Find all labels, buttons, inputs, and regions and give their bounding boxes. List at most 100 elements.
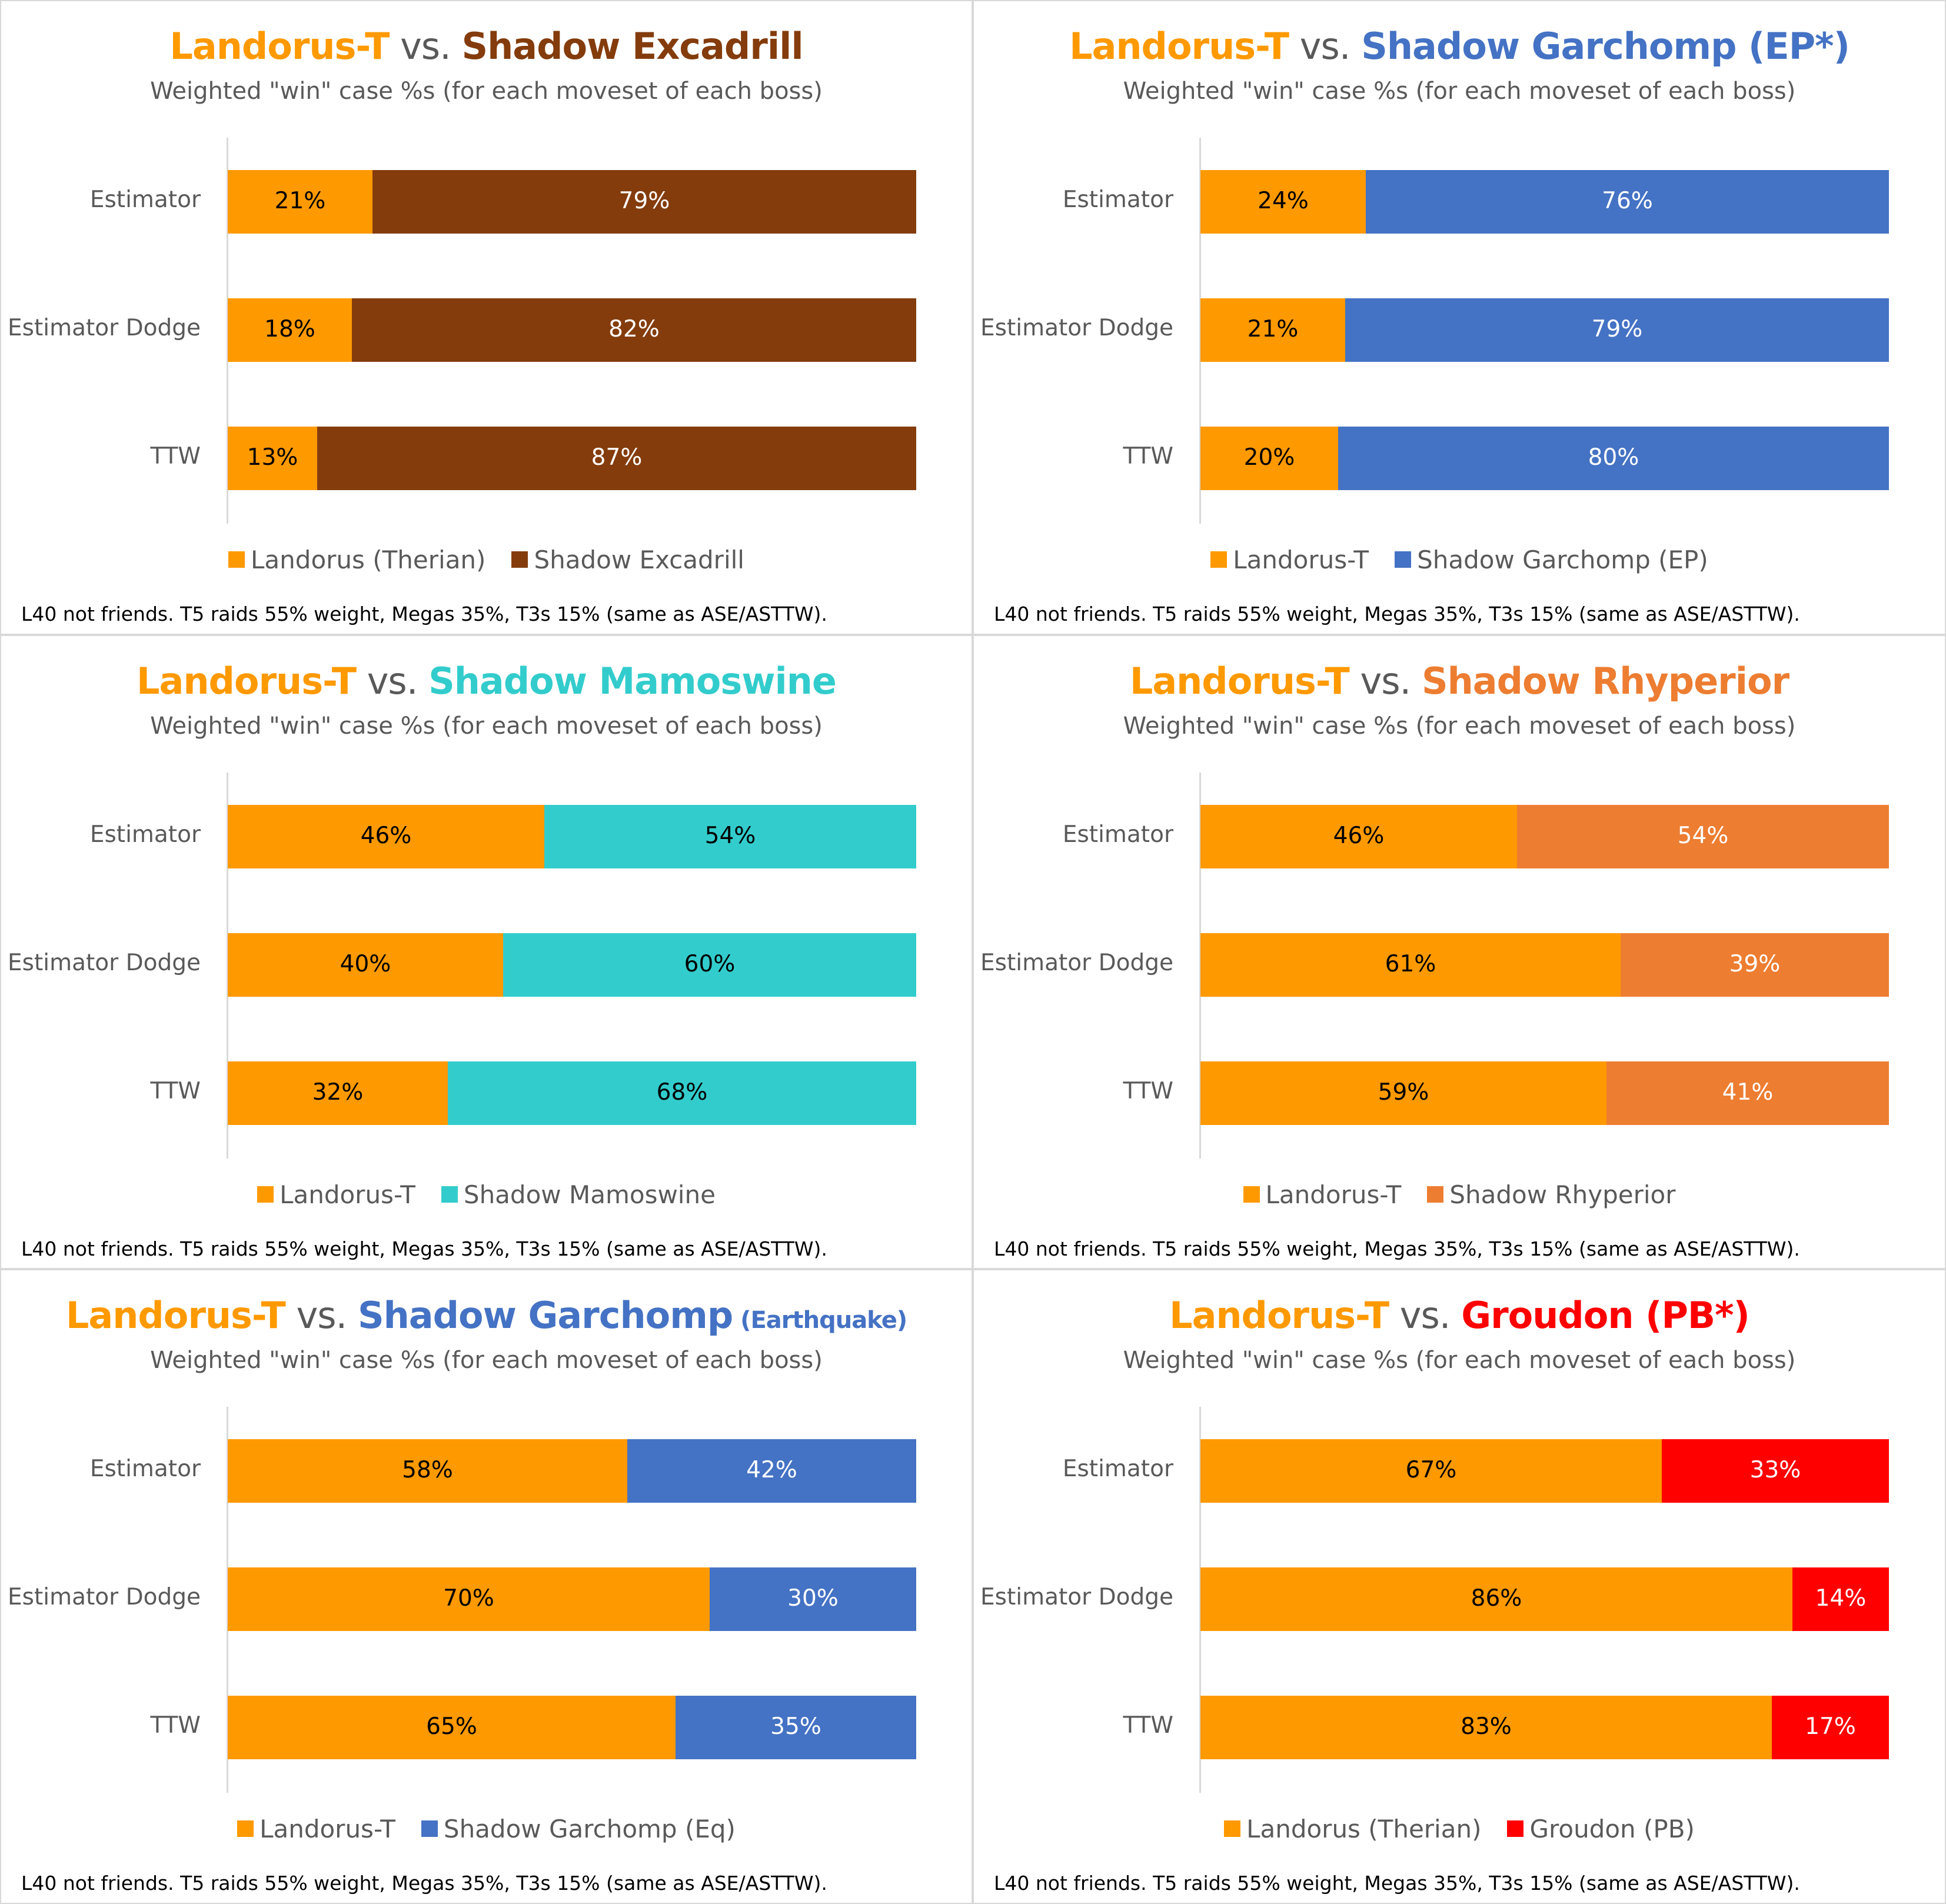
bar-segment: [1200, 1061, 1606, 1125]
title-right: Shadow Garchomp: [357, 1294, 733, 1337]
legend-swatch: [1507, 1820, 1524, 1837]
data-label: 54%: [704, 823, 756, 849]
data-label: 39%: [1729, 951, 1781, 977]
data-label: 86%: [1471, 1585, 1522, 1612]
bar-segment: [1606, 1061, 1889, 1125]
y-axis-line: [1199, 773, 1201, 1159]
legend-label: Landorus-T: [1265, 1180, 1402, 1209]
chart-title: Landorus-T vs. Groudon (PB*): [974, 1294, 1945, 1337]
data-label: 20%: [1243, 444, 1295, 471]
chart-legend: Landorus-T Shadow Mamoswine: [1, 1180, 972, 1209]
title-left: Landorus-T: [137, 660, 357, 703]
category-label: Estimator: [1062, 187, 1173, 213]
legend-swatch: [1210, 551, 1228, 568]
title-vs: vs.: [356, 660, 429, 703]
chart-subtitle: Weighted "win" case %s (for each moveset…: [1123, 713, 1796, 740]
chart-title: Landorus-T vs. Shadow Garchomp (EP*): [974, 25, 1945, 68]
chart-footnote: L40 not friends. T5 raids 55% weight, Me…: [994, 1237, 1800, 1260]
data-label: 70%: [443, 1585, 494, 1612]
legend-label: Landorus (Therian): [1246, 1815, 1482, 1843]
bar-segment: [676, 1696, 916, 1759]
chart-subtitle: Weighted "win" case %s (for each moveset…: [150, 78, 823, 105]
legend-item: Shadow Garchomp (Eq): [421, 1815, 736, 1843]
chart-panel: Landorus-T vs. Shadow Excadrill Weighted …: [0, 0, 973, 635]
bar-segment: [228, 170, 372, 234]
legend-swatch: [511, 551, 528, 568]
title-vs: vs.: [1389, 1294, 1462, 1337]
category-label: Estimator Dodge: [8, 315, 201, 341]
category-label: TTW: [1123, 443, 1173, 470]
bar-segment: [448, 1061, 916, 1125]
title-left: Landorus-T: [65, 1294, 286, 1337]
category-label: Estimator Dodge: [8, 950, 201, 976]
title-vs: vs.: [389, 25, 462, 68]
y-axis-line: [1199, 138, 1201, 524]
data-label: 14%: [1815, 1585, 1867, 1612]
category-label: TTW: [150, 1078, 201, 1104]
legend-label: Landorus-T: [1233, 545, 1369, 574]
title-vs: vs.: [285, 1294, 358, 1337]
data-label: 60%: [684, 951, 736, 977]
chart-subtitle: Weighted "win" case %s (for each moveset…: [1123, 1347, 1796, 1374]
chart-subtitle: Weighted "win" case %s (for each moveset…: [150, 713, 823, 740]
bar-segment: [1621, 933, 1889, 997]
bar-segment: [1200, 1567, 1792, 1631]
data-label: 42%: [746, 1457, 797, 1483]
chart-subtitle: Weighted "win" case %s (for each moveset…: [150, 1347, 823, 1374]
bar-segment: [1200, 427, 1338, 490]
legend-swatch: [1243, 1186, 1260, 1203]
title-right: Shadow Garchomp (EP*): [1361, 25, 1850, 68]
y-axis-line: [227, 773, 228, 1159]
bar-segment: [228, 298, 352, 362]
data-label: 21%: [1247, 316, 1299, 342]
legend-swatch: [1427, 1186, 1444, 1203]
data-label: 68%: [656, 1079, 708, 1106]
bar-segment: [1200, 170, 1366, 234]
chart-panel: Landorus-T vs. Shadow Garchomp (EP*) Weig…: [973, 0, 1946, 635]
title-right: Shadow Mamoswine: [428, 660, 837, 703]
bar-segment: [228, 427, 317, 490]
bar-segment: [1200, 805, 1517, 868]
data-label: 54%: [1677, 823, 1729, 849]
data-label: 87%: [591, 444, 643, 471]
title-right: Shadow Rhyperior: [1421, 660, 1789, 703]
title-left: Landorus-T: [1129, 660, 1350, 703]
bar-segment: [1345, 298, 1889, 362]
legend-item: Groudon (PB): [1507, 1815, 1695, 1843]
category-label: Estimator Dodge: [980, 315, 1173, 341]
legend-item: Landorus-T: [1243, 1180, 1402, 1209]
title-right-suffix: (Earthquake): [733, 1307, 907, 1334]
legend-label: Landorus (Therian): [251, 545, 486, 574]
legend-label: Landorus-T: [280, 1180, 415, 1209]
bar-segment: [1338, 427, 1889, 490]
chart-footnote: L40 not friends. T5 raids 55% weight, Me…: [21, 1237, 827, 1260]
bar-segment: [1200, 298, 1345, 362]
category-label: TTW: [1123, 1078, 1173, 1104]
legend-swatch: [257, 1186, 274, 1203]
data-label: 46%: [360, 823, 412, 849]
bar-segment: [1200, 1439, 1662, 1503]
bar-segment: [372, 170, 916, 234]
legend-item: Shadow Rhyperior: [1427, 1180, 1675, 1209]
data-label: 30%: [787, 1585, 839, 1612]
legend-item: Shadow Garchomp (EP): [1395, 545, 1708, 574]
chart-footnote: L40 not friends. T5 raids 55% weight, Me…: [994, 603, 1800, 625]
data-label: 65%: [426, 1713, 477, 1740]
chart-footnote: L40 not friends. T5 raids 55% weight, Me…: [994, 1872, 1800, 1895]
data-label: 80%: [1588, 444, 1639, 471]
chart-legend: Landorus-T Shadow Rhyperior: [974, 1180, 1945, 1209]
bar-segment: [1772, 1696, 1889, 1759]
chart-title: Landorus-T vs. Shadow Rhyperior: [974, 660, 1945, 703]
data-label: 17%: [1805, 1713, 1856, 1740]
y-axis-line: [227, 138, 228, 524]
data-label: 61%: [1385, 951, 1436, 977]
legend-label: Shadow Garchomp (EP): [1417, 545, 1708, 574]
category-label: TTW: [150, 1712, 201, 1739]
bar-segment: [228, 933, 503, 997]
chart-panel: Landorus-T vs. Shadow Garchomp (Earthqua…: [0, 1269, 973, 1904]
legend-item: Shadow Excadrill: [511, 545, 744, 574]
legend-label: Landorus-T: [260, 1815, 395, 1843]
data-label: 67%: [1405, 1457, 1457, 1483]
chart-panel: Landorus-T vs. Shadow Rhyperior Weighted …: [973, 635, 1946, 1269]
legend-swatch: [237, 1820, 254, 1837]
